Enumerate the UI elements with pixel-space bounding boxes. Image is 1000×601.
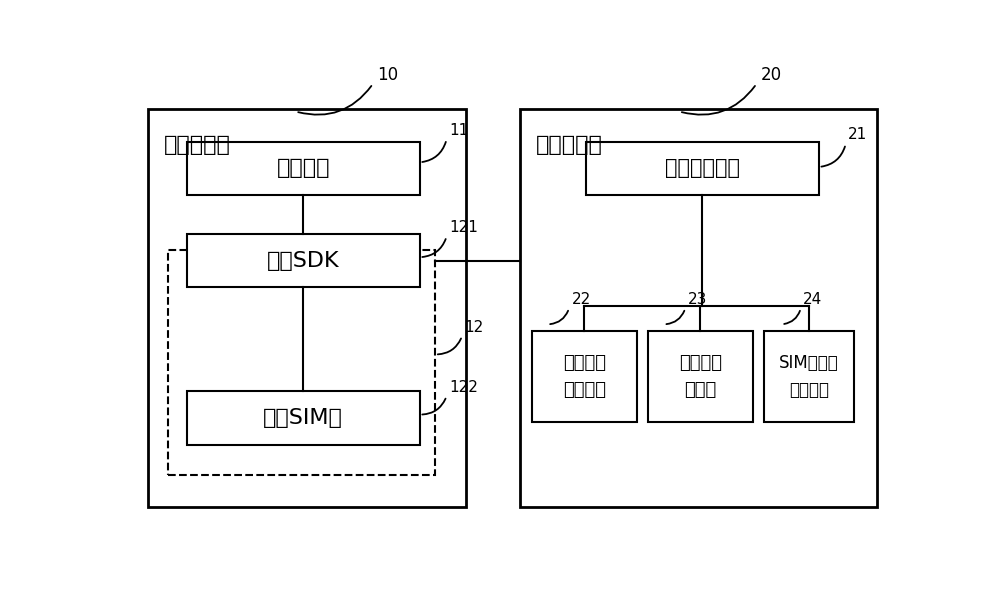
Bar — [187, 142, 420, 195]
Text: 10: 10 — [377, 66, 398, 84]
Text: 24: 24 — [803, 292, 822, 307]
Text: 22: 22 — [571, 292, 591, 307]
Text: 证书密锁
管理模块: 证书密锁 管理模块 — [563, 354, 606, 398]
Bar — [187, 391, 420, 445]
Bar — [586, 142, 819, 195]
Bar — [520, 109, 877, 507]
Text: 物联网终端: 物联网终端 — [164, 135, 231, 154]
Text: 11: 11 — [449, 123, 468, 138]
Text: 终端应用: 终端应用 — [276, 158, 330, 178]
Text: 设备管理模块: 设备管理模块 — [665, 158, 740, 178]
Bar — [168, 250, 435, 475]
Text: 12: 12 — [464, 320, 484, 335]
Bar — [187, 234, 420, 287]
Text: 物联网平台: 物联网平台 — [536, 135, 603, 154]
Bar — [148, 109, 466, 507]
Text: 终端自注
册模块: 终端自注 册模块 — [679, 354, 722, 398]
Text: 23: 23 — [688, 292, 707, 307]
Bar — [764, 331, 854, 421]
Text: 安全SDK: 安全SDK — [267, 251, 340, 270]
Bar — [532, 331, 637, 421]
Text: 20: 20 — [761, 66, 782, 84]
Text: 安全SIM卡: 安全SIM卡 — [263, 408, 343, 428]
Text: 122: 122 — [449, 380, 478, 395]
Bar — [648, 331, 753, 421]
Text: SIM卡认证
管理模块: SIM卡认证 管理模块 — [779, 354, 839, 398]
Text: 21: 21 — [848, 127, 867, 142]
Text: 121: 121 — [449, 220, 478, 235]
